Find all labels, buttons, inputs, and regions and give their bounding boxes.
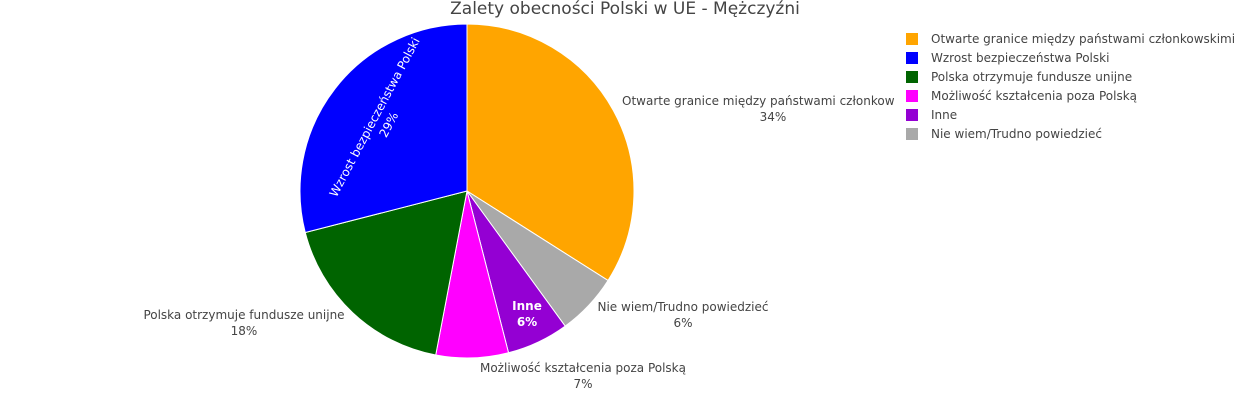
legend-swatch	[906, 109, 918, 121]
slice-label: Możliwość kształcenia poza Polską 7%	[480, 361, 686, 391]
legend: Otwarte granice między państwami członko…	[895, 26, 1245, 146]
slice-label: Otwarte granice między państwami członko…	[622, 94, 926, 124]
legend-label: Wzrost bezpieczeństwa Polski	[931, 51, 1109, 65]
slice-label: Inne 6%	[512, 299, 542, 329]
legend-background	[895, 26, 1245, 146]
legend-swatch	[906, 52, 918, 64]
slice-label: Polska otrzymuje fundusze unijne 18%	[143, 308, 344, 338]
legend-item[interactable]: Otwarte granice między państwami członko…	[906, 32, 1235, 46]
legend-item[interactable]: Możliwość kształcenia poza Polską	[906, 89, 1137, 103]
legend-item[interactable]: Wzrost bezpieczeństwa Polski	[906, 51, 1109, 65]
legend-label: Otwarte granice między państwami członko…	[931, 32, 1235, 46]
slice-label-name: Nie wiem/Trudno powiedzieć	[598, 300, 769, 314]
pie-slice	[304, 190, 468, 356]
pie-slice	[299, 23, 468, 234]
legend-swatch	[906, 33, 918, 45]
chart-title: Zalety obecności Polski w UE - Mężczyźni	[450, 0, 800, 19]
slice-label-name: Inne	[512, 299, 542, 313]
legend-label: Polska otrzymuje fundusze unijne	[931, 70, 1132, 84]
legend-item[interactable]: Polska otrzymuje fundusze unijne	[906, 70, 1132, 84]
legend-item[interactable]: Nie wiem/Trudno powiedzieć	[906, 127, 1102, 141]
legend-swatch	[906, 90, 918, 102]
slice-label-name: Możliwość kształcenia poza Polską	[480, 361, 686, 375]
legend-swatch	[906, 128, 918, 140]
slice-label: Nie wiem/Trudno powiedzieć 6%	[598, 300, 769, 330]
pie-slice	[466, 23, 635, 282]
legend-item[interactable]: Inne	[906, 108, 957, 122]
pie-slices	[299, 23, 635, 359]
slice-label-percent: 34%	[760, 110, 787, 124]
slice-label-name: Otwarte granice między państwami członko…	[622, 94, 926, 108]
legend-label: Inne	[931, 108, 957, 122]
slice-label-name: Polska otrzymuje fundusze unijne	[143, 308, 344, 322]
slice-label-percent: 6%	[517, 315, 537, 329]
slice-label-percent: 18%	[231, 324, 258, 338]
legend-swatch	[906, 71, 918, 83]
slice-label-percent: 7%	[573, 377, 592, 391]
legend-label: Nie wiem/Trudno powiedzieć	[931, 127, 1102, 141]
legend-label: Możliwość kształcenia poza Polską	[931, 89, 1137, 103]
slice-label-percent: 6%	[673, 316, 692, 330]
